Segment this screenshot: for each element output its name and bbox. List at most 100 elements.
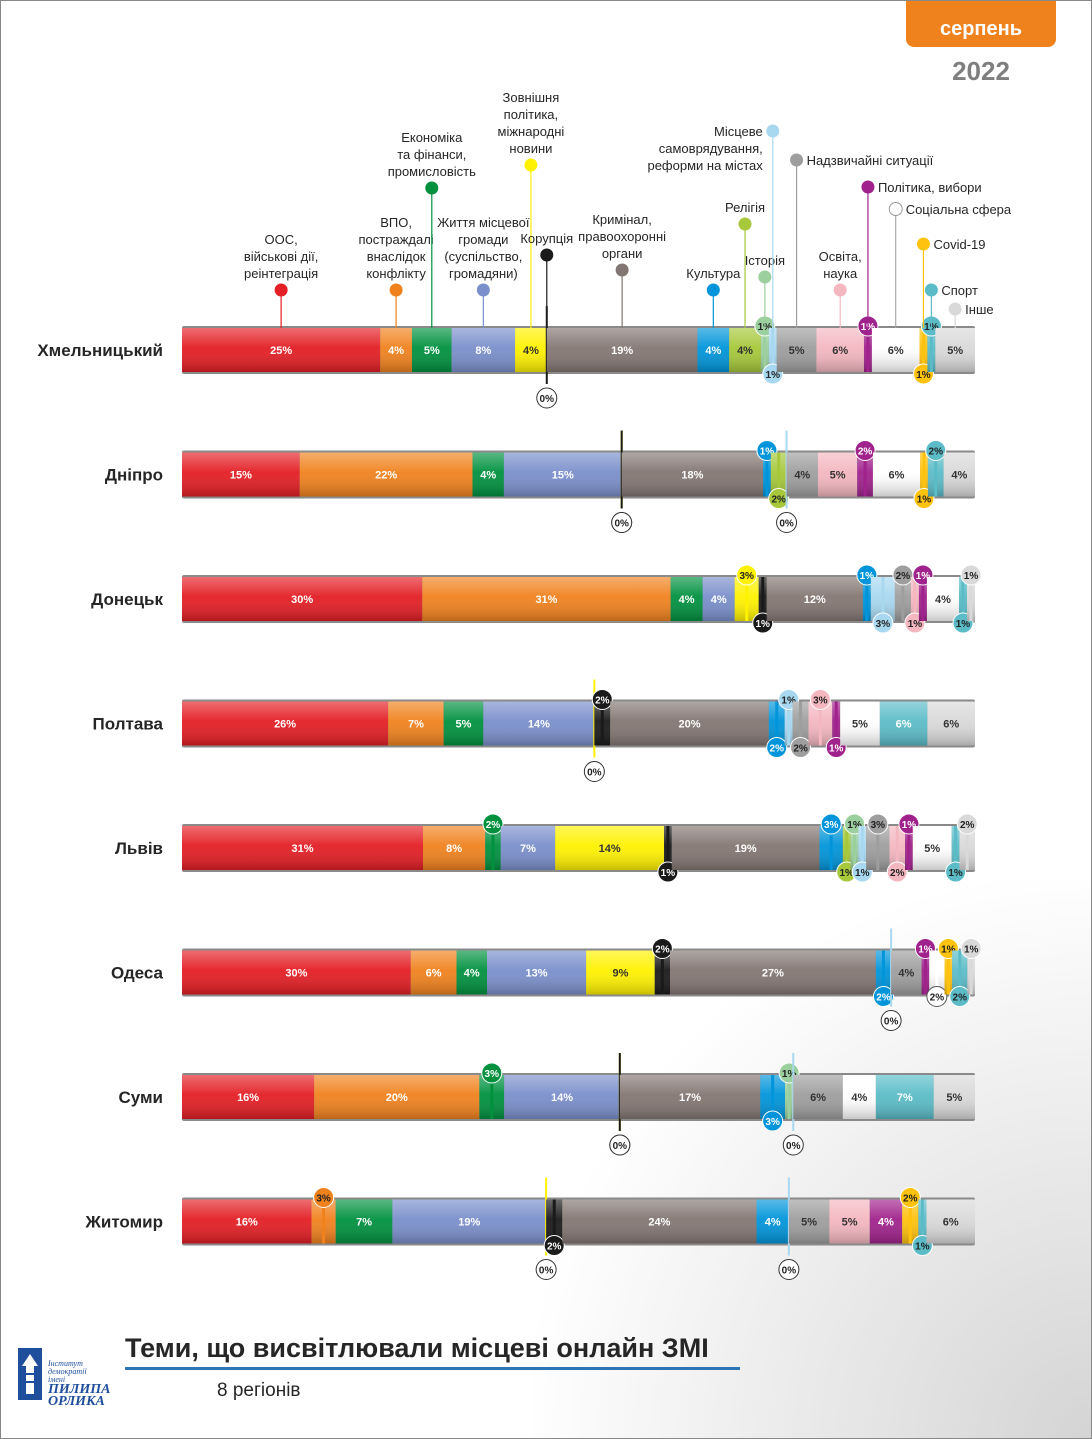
value-label: 14%: [528, 719, 550, 731]
value-bubble: [925, 440, 947, 461]
segment-shine: [314, 1075, 480, 1119]
legend-label: Місцеве: [714, 124, 763, 139]
legend-label: самоврядування,: [659, 141, 763, 156]
logo-line4: ОРЛИКА: [48, 1394, 105, 1409]
segment-shine: [423, 826, 486, 870]
value-bubble-label: 1%: [855, 868, 870, 879]
segment-shine: [670, 950, 876, 995]
legend-label: Освіта,: [819, 249, 862, 264]
page-title: Теми, що висвітлювали місцеві онлайн ЗМІ: [125, 1333, 709, 1363]
value-label: 16%: [237, 1092, 259, 1104]
segment-shine: [842, 1075, 876, 1119]
legend-dot-selfgov: [766, 124, 780, 138]
legend-label: військові дії,: [244, 249, 319, 264]
segment-shine: [793, 1075, 843, 1119]
value-label: 17%: [679, 1092, 701, 1104]
value-label: 5%: [789, 345, 805, 357]
value-bubble-label: 1%: [902, 820, 917, 831]
title-underline: [125, 1367, 740, 1370]
value-bubble: [820, 813, 842, 835]
legend-label: наука: [823, 266, 858, 281]
value-label: 4%: [679, 594, 695, 606]
value-bubble-label: 2%: [903, 1194, 918, 1205]
legend-dot-oos: [274, 283, 288, 297]
legend-label: Життя місцевої: [437, 215, 530, 230]
legend-dot-vpo: [389, 283, 403, 297]
value-label: 6%: [888, 345, 904, 357]
legend-label: Політика, вибори: [878, 180, 982, 195]
value-bubble-label: 1%: [964, 945, 979, 956]
legend-dot-history: [758, 270, 772, 284]
zero-bubble-label: 0%: [884, 1017, 899, 1028]
legend-label: (суспільство,: [444, 249, 522, 264]
segment-shine: [786, 452, 818, 497]
segment-shine: [776, 328, 817, 372]
value-label: 4%: [951, 470, 967, 482]
value-label: 4%: [480, 470, 496, 482]
segment-shine: [503, 452, 622, 497]
segment-shine: [443, 701, 484, 746]
value-label: 6%: [896, 719, 912, 731]
value-label: 30%: [285, 968, 307, 980]
value-bubble-label: 3%: [876, 619, 891, 630]
value-bubble: [790, 737, 812, 758]
legend-label: реформи на містах: [647, 158, 763, 173]
value-bubble-label: 2%: [655, 945, 670, 956]
zero-bubble: [778, 1259, 800, 1280]
zero-bubble: [782, 1134, 804, 1156]
legend-label: правоохоронні: [578, 229, 666, 244]
legend-label: внаслідок: [367, 249, 426, 264]
value-bubble-label: 1%: [918, 945, 933, 956]
value-bubble-label: 2%: [486, 820, 501, 831]
value-bubble: [867, 813, 889, 835]
segment-shine: [456, 950, 487, 995]
segment-shine: [766, 577, 863, 621]
value-label: 26%: [274, 719, 296, 731]
segment-shine: [697, 328, 730, 372]
value-label: 4%: [705, 345, 721, 357]
month-badge: серпень: [906, 1, 1056, 47]
legend-label: ВПО,: [380, 215, 412, 230]
legend-label: Соціальна сфера: [906, 202, 1012, 217]
value-label: 4%: [464, 968, 480, 980]
value-label: 5%: [946, 1092, 962, 1104]
value-bubble: [736, 564, 758, 586]
segment-shine: [702, 577, 735, 621]
value-bubble: [591, 689, 613, 710]
value-bubble-label: 1%: [782, 1069, 797, 1080]
legend-label: Культура: [686, 266, 741, 281]
zero-bubble-label: 0%: [614, 519, 629, 530]
legend-dot-politics: [861, 180, 875, 194]
segment-shine: [829, 1199, 870, 1244]
value-label: 5%: [924, 843, 940, 855]
zero-bubble-label: 0%: [782, 1266, 797, 1277]
segment-shine: [335, 1199, 393, 1244]
value-bubble: [482, 813, 504, 835]
value-label: 14%: [599, 843, 621, 855]
value-bubble: [949, 986, 971, 1007]
legend-label: та фінанси,: [397, 147, 466, 162]
legend-label: політика,: [504, 107, 559, 122]
value-label: 22%: [375, 470, 397, 482]
value-label: 5%: [852, 719, 868, 731]
value-bubble-label: 2%: [929, 447, 944, 458]
segment-shine: [879, 701, 928, 746]
segment-shine: [619, 1075, 761, 1119]
value-bubble-label: 2%: [876, 993, 891, 1004]
segment-shine: [912, 826, 952, 870]
segment-shine: [380, 328, 412, 372]
value-bubble-label: 2%: [960, 820, 975, 831]
logo-line2: імені: [48, 1375, 66, 1384]
legend-dot-other: [948, 302, 962, 316]
value-label: 7%: [520, 843, 536, 855]
value-bubble-label: 1%: [948, 868, 963, 879]
value-bubble-label: 1%: [756, 619, 771, 630]
zero-bubble: [776, 512, 798, 533]
segment-shine: [670, 577, 703, 621]
segment-shine: [621, 452, 764, 497]
legend-label: Зовнішня: [503, 90, 560, 105]
segment-shine: [869, 1199, 903, 1244]
legend-label: Інше: [965, 302, 993, 317]
segment-shine: [182, 1075, 315, 1119]
legend-dot-social: [888, 202, 903, 216]
